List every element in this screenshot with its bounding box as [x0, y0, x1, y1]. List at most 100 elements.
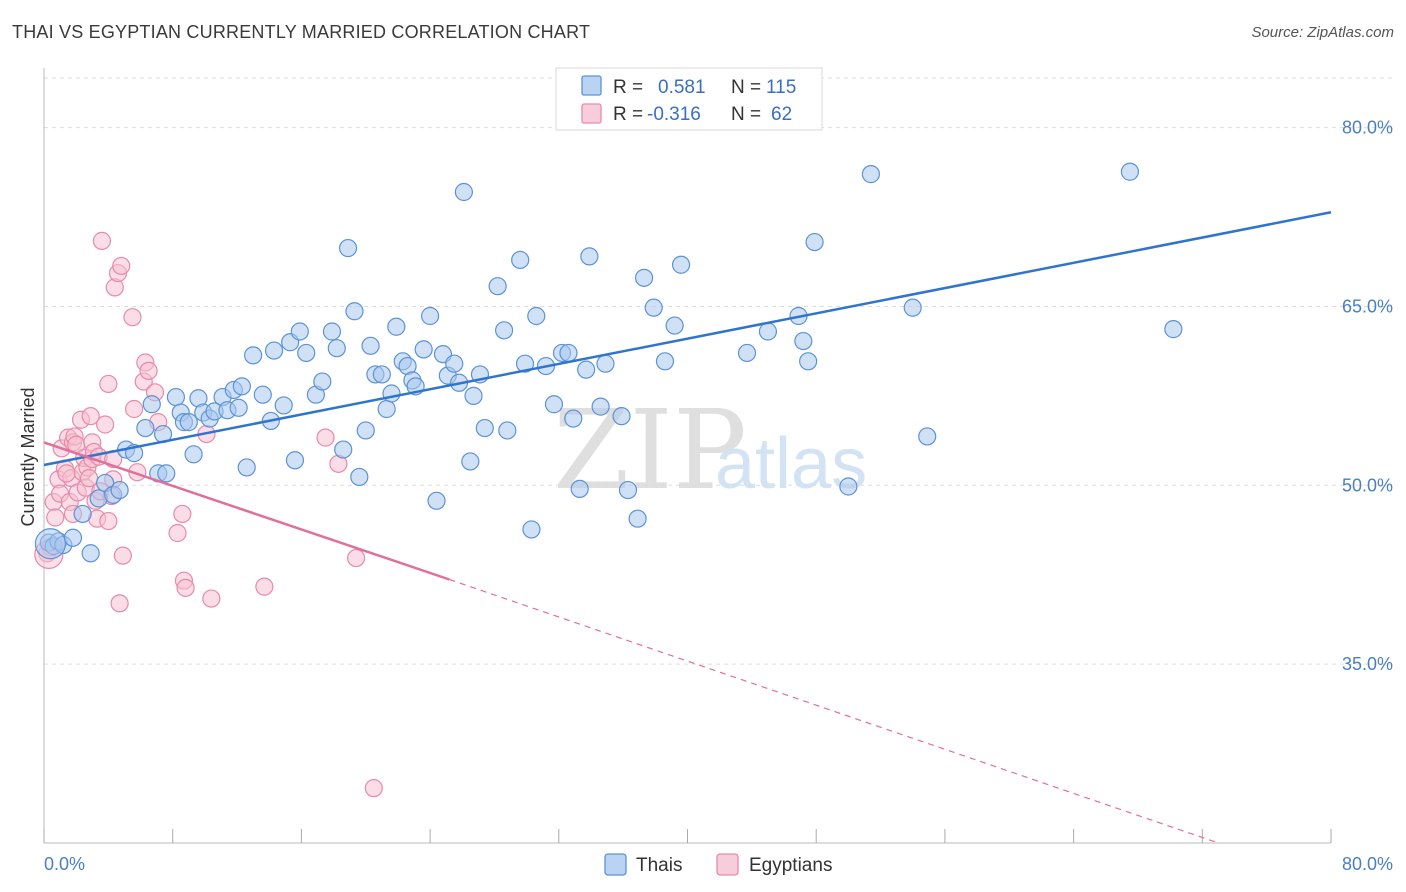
- thais-point: [636, 269, 653, 286]
- thais-point: [180, 414, 197, 431]
- thais-point: [1165, 321, 1182, 338]
- egyptians-swatch: [582, 104, 601, 123]
- thais-point: [357, 422, 374, 439]
- thais-n-value: 115: [766, 77, 796, 98]
- thais-point: [528, 308, 545, 325]
- thais-point: [428, 492, 445, 509]
- thais-point: [328, 340, 345, 357]
- thais-point: [512, 251, 529, 268]
- thais-point: [64, 529, 81, 546]
- thais-point: [499, 422, 516, 439]
- thais-point: [673, 256, 690, 273]
- thais-point: [619, 482, 636, 499]
- egyptians-trend-extension: [449, 580, 1218, 844]
- egyptians-point: [124, 309, 141, 326]
- thais-point: [489, 278, 506, 295]
- egyptians-point: [113, 257, 130, 274]
- thais-point: [759, 323, 776, 340]
- thais-point: [298, 344, 315, 361]
- series-legend: Thais Egyptians: [605, 854, 832, 876]
- thais-n-label: N =: [731, 77, 761, 98]
- egyptians-r-value: -0.316: [647, 104, 701, 125]
- thais-point: [462, 453, 479, 470]
- thais-point: [545, 396, 562, 413]
- thais-point: [446, 355, 463, 372]
- egyptians-point: [317, 429, 334, 446]
- thais-point: [388, 318, 405, 335]
- egyptians-point: [81, 470, 98, 487]
- legend-thais-swatch: [605, 854, 626, 875]
- thais-point: [629, 510, 646, 527]
- thais-point: [904, 299, 921, 316]
- thais-point: [455, 184, 472, 201]
- thais-point: [185, 446, 202, 463]
- egyptians-point: [256, 578, 273, 595]
- y-axis-title: Currently Married: [18, 387, 38, 526]
- egyptians-point: [126, 401, 143, 418]
- thais-point: [362, 337, 379, 354]
- y-tick-label: 80.0%: [1342, 118, 1393, 138]
- stats-legend: R = 0.581 N = 115 R = -0.316 N = 62: [556, 68, 822, 130]
- thais-point: [111, 482, 128, 499]
- thais-point: [840, 478, 857, 495]
- thais-point: [523, 521, 540, 538]
- thais-point: [415, 341, 432, 358]
- y-tick-labels: 35.0% 50.0% 65.0% 80.0%: [1342, 118, 1393, 675]
- egyptians-point: [114, 547, 131, 564]
- egyptians-point: [47, 509, 64, 526]
- legend-thais-label: Thais: [636, 855, 682, 876]
- y-tick-label: 65.0%: [1342, 296, 1393, 316]
- x-tick-label: 80.0%: [1342, 854, 1393, 874]
- thais-point: [314, 373, 331, 390]
- egyptians-point: [97, 416, 114, 433]
- thais-point: [137, 420, 154, 437]
- thais-point: [323, 323, 340, 340]
- thais-point: [233, 378, 250, 395]
- thais-point: [158, 465, 175, 482]
- thais-r-value: 0.581: [658, 77, 706, 98]
- thais-point: [346, 303, 363, 320]
- thais-point: [291, 323, 308, 340]
- egyptians-point: [58, 465, 75, 482]
- egyptians-point: [348, 550, 365, 567]
- thais-point: [266, 342, 283, 359]
- thais-point: [465, 387, 482, 404]
- thais-point: [592, 398, 609, 415]
- thais-point: [806, 234, 823, 251]
- scatter-chart: ZIP atlas 35.0%50.0%65.0%80.0% 0.0% 80.0%…: [0, 0, 1406, 892]
- thais-point: [597, 355, 614, 372]
- legend-egyptians-label: Egyptians: [749, 855, 832, 876]
- thais-point: [254, 386, 271, 403]
- thais-point: [560, 344, 577, 361]
- thais-point: [238, 459, 255, 476]
- thais-point: [422, 308, 439, 325]
- egyptians-point: [177, 579, 194, 596]
- egyptians-point: [203, 590, 220, 607]
- thais-point: [275, 397, 292, 414]
- egyptians-point: [169, 525, 186, 542]
- legend-egyptians-swatch: [717, 854, 738, 875]
- thais-point: [581, 248, 598, 265]
- egyptians-point: [93, 232, 110, 249]
- thais-point: [35, 529, 65, 559]
- thais-point: [613, 408, 630, 425]
- x-tick-label: 0.0%: [44, 854, 85, 874]
- thais-point: [919, 428, 936, 445]
- thais-point: [340, 240, 357, 257]
- thais-r-label: R =: [613, 77, 643, 98]
- egyptians-point: [365, 780, 382, 797]
- thais-point: [739, 344, 756, 361]
- thais-point: [230, 399, 247, 416]
- egyptians-n-value: 62: [771, 104, 792, 125]
- thais-point: [74, 505, 91, 522]
- y-tick-label: 50.0%: [1342, 475, 1393, 495]
- thais-point: [800, 353, 817, 370]
- thais-point: [245, 347, 262, 364]
- thais-point: [143, 396, 160, 413]
- egyptians-n-label: N =: [731, 104, 761, 125]
- y-tick-label: 35.0%: [1342, 654, 1393, 674]
- thais-point: [82, 545, 99, 562]
- thais-point: [666, 317, 683, 334]
- egyptians-r-label: R =: [613, 104, 643, 125]
- thais-point: [862, 166, 879, 183]
